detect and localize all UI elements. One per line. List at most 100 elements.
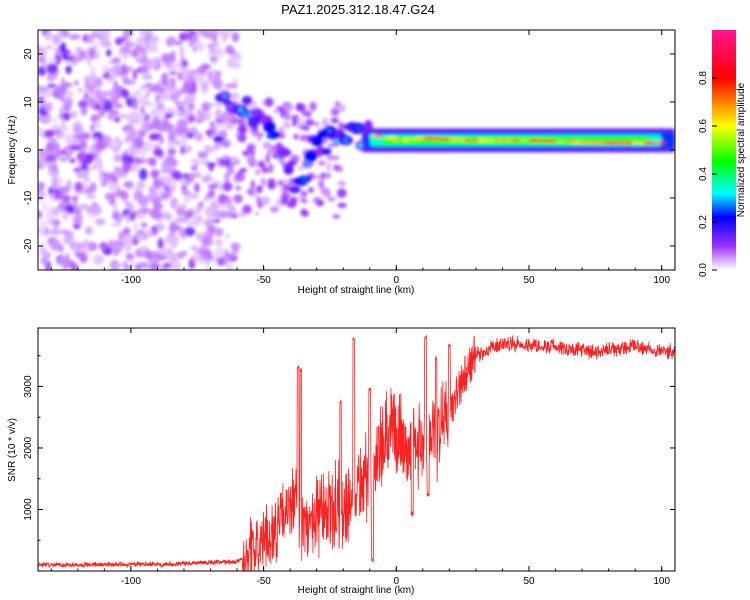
noise-blob [60, 229, 70, 236]
noise-blob [280, 197, 289, 206]
noise-blob [61, 49, 73, 61]
signal-peak [656, 141, 666, 145]
noise-blob [134, 189, 144, 200]
noise-blob [252, 159, 258, 167]
noise-blob [59, 43, 67, 53]
noise-blob [74, 181, 83, 192]
noise-blob [82, 132, 91, 140]
noise-blob [62, 236, 74, 245]
noise-blob [53, 224, 59, 229]
x-tick-label: -50 [256, 576, 271, 587]
noise-blob [221, 30, 234, 36]
noise-blob [209, 224, 215, 235]
noise-blob [82, 239, 90, 249]
noise-blob [39, 220, 51, 225]
noise-blob [293, 133, 299, 140]
noise-blob [52, 141, 58, 151]
noise-blob [137, 262, 150, 268]
x-tick-label: 0 [394, 576, 400, 587]
noise-blob [79, 203, 90, 210]
x-tick-label: 50 [523, 576, 535, 587]
noise-blob [95, 119, 101, 129]
noise-blob [255, 185, 263, 194]
noise-blob [155, 254, 168, 261]
noise-blob [183, 210, 194, 219]
noise-blob [104, 192, 117, 201]
noise-blob [182, 69, 189, 81]
colorbar-gradient [712, 30, 736, 270]
noise-blob [206, 263, 211, 270]
noise-blob [225, 252, 234, 261]
noise-blob [334, 100, 341, 108]
noise-blob [290, 114, 300, 120]
noise-blob [107, 74, 116, 81]
ridge-blob [287, 160, 297, 167]
noise-blob [91, 204, 102, 216]
signal-peak [516, 138, 533, 142]
noise-blob [82, 245, 90, 254]
noise-blob [44, 129, 56, 136]
snr-panel: -100 -50 0 50 100 1000 2000 3000 Height of stra… [7, 327, 676, 596]
noise-blob [186, 132, 194, 139]
colorbar-ticks: 0.0 0.2 0.4 0.6 0.8 [698, 71, 717, 277]
noise-blob [69, 158, 76, 164]
noise-blob [139, 131, 146, 138]
noise-blob [44, 45, 54, 50]
noise-blob [113, 154, 123, 163]
noise-blob [69, 143, 81, 151]
noise-blob [178, 102, 189, 108]
noise-blob [213, 247, 225, 259]
noise-blob [184, 226, 196, 237]
noise-blob [161, 122, 174, 132]
ridge-blob [283, 163, 294, 175]
noise-blob [159, 91, 171, 101]
noise-blob [135, 213, 147, 220]
noise-blob [41, 48, 48, 57]
noise-blob [193, 116, 198, 123]
noise-blob [217, 256, 225, 267]
noise-blob [120, 36, 126, 43]
noise-blob [224, 124, 235, 130]
noise-blob [230, 242, 242, 249]
noise-blob [149, 207, 162, 220]
noise-blob [208, 207, 220, 214]
noise-blob [309, 101, 317, 112]
noise-blob [318, 179, 325, 190]
noise-blob [152, 250, 161, 256]
noise-blob [318, 160, 326, 166]
noise-blob [235, 186, 242, 191]
ridge-core [222, 93, 228, 98]
noise-blob [110, 222, 122, 228]
noise-blob [127, 145, 133, 156]
signal-peak [439, 137, 452, 141]
noise-blob [57, 129, 62, 135]
noise-blob [133, 221, 138, 233]
noise-blob [299, 134, 308, 142]
noise-blob [236, 127, 245, 133]
noise-blob [41, 90, 53, 99]
noise-blob [201, 236, 213, 247]
noise-blob [204, 258, 211, 264]
noise-blob [100, 172, 112, 178]
noise-blob [178, 32, 188, 41]
noise-blob [77, 88, 83, 93]
noise-blob [164, 156, 176, 166]
noise-blob [212, 200, 220, 207]
noise-blob [74, 250, 85, 258]
noise-blob [154, 93, 161, 104]
noise-blob [53, 34, 60, 46]
noise-blob [38, 224, 46, 237]
noise-blob [332, 214, 341, 219]
noise-blob [197, 201, 205, 208]
noise-blob [220, 113, 232, 125]
ridge-blob [315, 145, 326, 157]
noise-blob [152, 179, 163, 189]
ridge-blob [322, 148, 332, 156]
noise-blob [133, 157, 146, 165]
noise-blob [181, 108, 194, 117]
noise-blob [176, 140, 188, 148]
noise-blob [337, 202, 347, 209]
noise-blob [64, 60, 71, 65]
noise-blob [160, 187, 166, 194]
noise-blob [268, 163, 274, 174]
